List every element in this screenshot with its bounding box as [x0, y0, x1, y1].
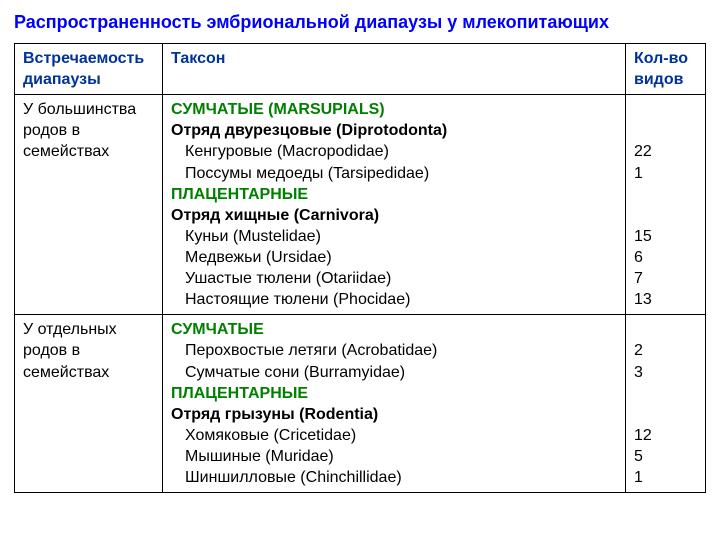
taxon-line: Медвежьи (Ursidae): [171, 247, 619, 268]
header-taxon: Таксон: [163, 44, 626, 95]
header-count: Кол-во видов: [626, 44, 706, 95]
cell-taxon: СУМЧАТЫЕ (MARSUPIALS)Отряд двурезцовые (…: [163, 95, 626, 315]
table-header-row: Встречаемость диапаузы Таксон Кол-во вид…: [15, 44, 706, 95]
taxon-line: Кенгуровые (Macropodidae): [171, 141, 619, 162]
page-root: Распространенность эмбриональной диапауз…: [0, 0, 720, 493]
taxon-line: Отряд двурезцовые (Diprotodonta): [171, 120, 619, 141]
header-frequency: Встречаемость диапаузы: [15, 44, 163, 95]
count-line: [634, 404, 699, 425]
cell-count: 23 1251: [626, 315, 706, 493]
taxon-line: Отряд грызуны (Rodentia): [171, 404, 619, 425]
count-line: [634, 99, 699, 120]
count-line: 6: [634, 247, 699, 268]
taxon-line: ПЛАЦЕНТАРНЫЕ: [171, 383, 619, 404]
taxon-line: Ушастые тюлени (Otariidae): [171, 268, 619, 289]
table-body: У большинства родов в семействахСУМЧАТЫЕ…: [15, 95, 706, 493]
count-line: 22: [634, 141, 699, 162]
taxon-line: Перохвостые летяги (Acrobatidae): [171, 340, 619, 361]
taxon-line: ПЛАЦЕНТАРНЫЕ: [171, 184, 619, 205]
count-line: [634, 383, 699, 404]
taxon-line: Мышиные (Muridae): [171, 446, 619, 467]
count-line: 7: [634, 268, 699, 289]
taxon-line: Шиншилловые (Chinchillidae): [171, 467, 619, 488]
table-row: У большинства родов в семействахСУМЧАТЫЕ…: [15, 95, 706, 315]
count-line: [634, 184, 699, 205]
taxon-line: Отряд хищные (Carnivora): [171, 205, 619, 226]
cell-frequency: У большинства родов в семействах: [15, 95, 163, 315]
count-line: [634, 205, 699, 226]
count-line: 1: [634, 163, 699, 184]
taxon-line: Куньи (Mustelidae): [171, 226, 619, 247]
taxon-line: Поссумы медоеды (Tarsipedidae): [171, 163, 619, 184]
count-line: 2: [634, 340, 699, 361]
count-line: 13: [634, 289, 699, 310]
taxon-line: СУМЧАТЫЕ: [171, 319, 619, 340]
count-line: 1: [634, 467, 699, 488]
count-line: 3: [634, 362, 699, 383]
count-line: [634, 120, 699, 141]
page-title: Распространенность эмбриональной диапауз…: [14, 12, 706, 33]
taxon-line: СУМЧАТЫЕ (MARSUPIALS): [171, 99, 619, 120]
table-row: У отдельных родов в семействахСУМЧАТЫЕПе…: [15, 315, 706, 493]
count-line: 15: [634, 226, 699, 247]
cell-count: 221 156713: [626, 95, 706, 315]
taxon-line: Хомяковые (Cricetidae): [171, 425, 619, 446]
taxon-line: Сумчатые сони (Burramyidae): [171, 362, 619, 383]
count-line: 12: [634, 425, 699, 446]
count-line: [634, 319, 699, 340]
cell-taxon: СУМЧАТЫЕПерохвостые летяги (Acrobatidae)…: [163, 315, 626, 493]
taxon-line: Настоящие тюлени (Phocidae): [171, 289, 619, 310]
count-line: 5: [634, 446, 699, 467]
diapause-table: Встречаемость диапаузы Таксон Кол-во вид…: [14, 43, 706, 493]
cell-frequency: У отдельных родов в семействах: [15, 315, 163, 493]
